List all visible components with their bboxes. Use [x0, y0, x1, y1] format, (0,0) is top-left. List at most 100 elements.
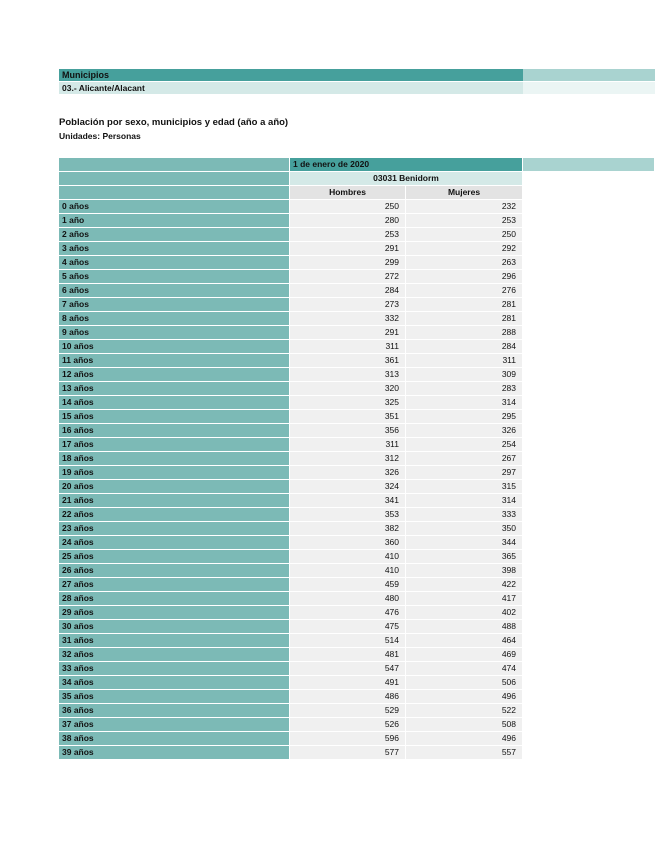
table-row: 21 años 341 314 [59, 494, 655, 508]
table-row: 12 años 313 309 [59, 368, 655, 382]
municipality-header-row: 03031 Benidorm [59, 172, 655, 186]
value-cell: 351 [290, 410, 406, 424]
row-label: 12 años [59, 368, 290, 382]
value-cell: 288 [406, 326, 523, 340]
row-label: 3 años [59, 242, 290, 256]
value-cell: 272 [290, 270, 406, 284]
row-label: 36 años [59, 704, 290, 718]
table-row: 19 años 326 297 [59, 466, 655, 480]
table-row: 6 años 284 276 [59, 284, 655, 298]
table-row: 17 años 311 254 [59, 438, 655, 452]
value-cell: 547 [290, 662, 406, 676]
row-label: 22 años [59, 508, 290, 522]
value-cell: 459 [290, 578, 406, 592]
table-corner [59, 186, 290, 200]
province-header: 03.- Alicante/Alacant [59, 82, 523, 94]
value-cell: 480 [290, 592, 406, 606]
value-cell: 267 [406, 452, 523, 466]
value-cell: 360 [290, 536, 406, 550]
row-label: 7 años [59, 298, 290, 312]
table-row: 11 años 361 311 [59, 354, 655, 368]
value-cell: 356 [290, 424, 406, 438]
value-cell: 311 [406, 354, 523, 368]
table-row: 15 años 351 295 [59, 410, 655, 424]
header-bar: Municipios [59, 69, 655, 81]
table-row: 26 años 410 398 [59, 564, 655, 578]
value-cell: 232 [406, 200, 523, 214]
value-cell: 313 [290, 368, 406, 382]
table-row: 3 años 291 292 [59, 242, 655, 256]
value-cell: 577 [290, 746, 406, 760]
value-cell: 311 [290, 438, 406, 452]
value-cell: 314 [406, 494, 523, 508]
value-cell: 324 [290, 480, 406, 494]
row-label: 5 años [59, 270, 290, 284]
population-table: 1 de enero de 2020 03031 Benidorm Hombre… [59, 158, 655, 760]
value-cell: 341 [290, 494, 406, 508]
row-label: 15 años [59, 410, 290, 424]
row-label: 10 años [59, 340, 290, 354]
row-label: 29 años [59, 606, 290, 620]
value-cell: 315 [406, 480, 523, 494]
table-row: 1 año 280 253 [59, 214, 655, 228]
value-cell: 332 [290, 312, 406, 326]
row-label: 30 años [59, 620, 290, 634]
row-label: 37 años [59, 718, 290, 732]
value-cell: 263 [406, 256, 523, 270]
value-cell: 273 [290, 298, 406, 312]
province-header-extension [523, 82, 655, 94]
value-cell: 514 [290, 634, 406, 648]
value-cell: 297 [406, 466, 523, 480]
row-label: 19 años [59, 466, 290, 480]
table-row: 31 años 514 464 [59, 634, 655, 648]
row-label: 34 años [59, 676, 290, 690]
value-cell: 292 [406, 242, 523, 256]
value-cell: 526 [290, 718, 406, 732]
row-label: 18 años [59, 452, 290, 466]
value-cell: 281 [406, 312, 523, 326]
value-cell: 344 [406, 536, 523, 550]
municipality-header: 03031 Benidorm [290, 172, 523, 186]
row-label: 0 años [59, 200, 290, 214]
row-label: 21 años [59, 494, 290, 508]
value-cell: 250 [290, 200, 406, 214]
value-cell: 353 [290, 508, 406, 522]
value-cell: 410 [290, 564, 406, 578]
table-row: 16 años 356 326 [59, 424, 655, 438]
value-cell: 254 [406, 438, 523, 452]
value-cell: 284 [290, 284, 406, 298]
table-row: 27 años 459 422 [59, 578, 655, 592]
table-row: 13 años 320 283 [59, 382, 655, 396]
row-label: 32 años [59, 648, 290, 662]
table-corner [59, 158, 290, 172]
value-cell: 295 [406, 410, 523, 424]
column-header-hombres: Hombres [290, 186, 406, 200]
table-row: 8 años 332 281 [59, 312, 655, 326]
date-header-extension [523, 158, 655, 172]
row-label: 26 años [59, 564, 290, 578]
value-cell: 522 [406, 704, 523, 718]
value-cell: 291 [290, 326, 406, 340]
row-label: 31 años [59, 634, 290, 648]
row-label: 17 años [59, 438, 290, 452]
value-cell: 508 [406, 718, 523, 732]
value-cell: 491 [290, 676, 406, 690]
row-label: 2 años [59, 228, 290, 242]
value-cell: 320 [290, 382, 406, 396]
table-row: 37 años 526 508 [59, 718, 655, 732]
table-row: 29 años 476 402 [59, 606, 655, 620]
value-cell: 361 [290, 354, 406, 368]
value-cell: 312 [290, 452, 406, 466]
column-header-mujeres: Mujeres [406, 186, 523, 200]
value-cell: 417 [406, 592, 523, 606]
value-cell: 299 [290, 256, 406, 270]
row-label: 9 años [59, 326, 290, 340]
table-body: 0 años 250 232 1 año 280 253 2 años 253 250 3 año… [59, 200, 655, 760]
value-cell: 284 [406, 340, 523, 354]
row-label: 20 años [59, 480, 290, 494]
row-label: 28 años [59, 592, 290, 606]
value-cell: 253 [290, 228, 406, 242]
table-row: 23 años 382 350 [59, 522, 655, 536]
table-row: 24 años 360 344 [59, 536, 655, 550]
